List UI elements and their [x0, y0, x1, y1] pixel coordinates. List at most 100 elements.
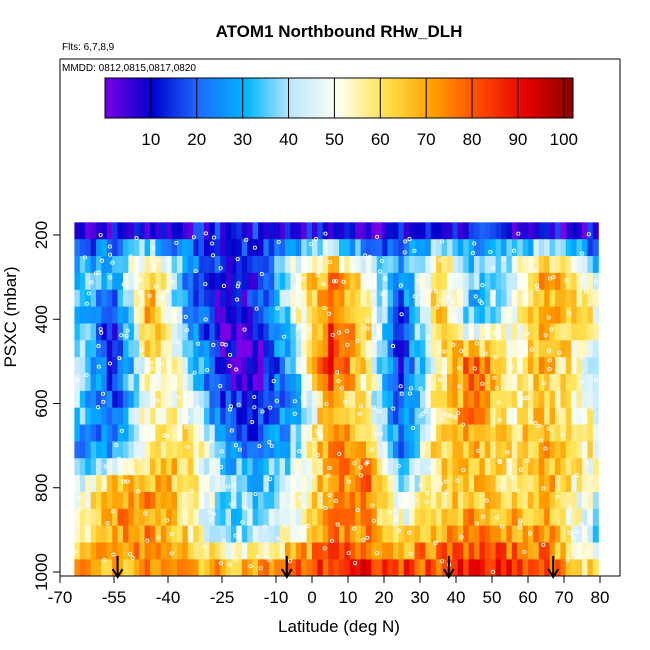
heatmap-cell	[592, 475, 599, 493]
heatmap-cell	[490, 559, 497, 576]
sample-marker	[490, 423, 495, 428]
x-tick-label: -10	[264, 588, 289, 607]
heatmap-cell	[501, 407, 507, 426]
heatmap-cell	[231, 491, 237, 510]
heatmap-cell	[409, 222, 416, 240]
heatmap-cell	[522, 491, 529, 510]
colorbar-tick-label: 80	[463, 130, 482, 149]
heatmap-cell	[409, 441, 416, 459]
heatmap-cell	[565, 272, 572, 291]
heatmap-cell	[258, 390, 264, 409]
heatmap-cell	[468, 239, 475, 257]
heatmap-cell	[387, 323, 394, 341]
heatmap-cell	[533, 272, 540, 291]
heatmap-cell	[182, 272, 189, 291]
heatmap-cell	[317, 357, 324, 375]
heatmap-cell	[479, 272, 486, 291]
heatmap-cell	[333, 239, 340, 257]
heatmap-cell	[457, 289, 464, 308]
heatmap-cell	[171, 390, 178, 409]
sample-marker	[412, 248, 417, 253]
heatmap-cell	[317, 256, 324, 274]
heatmap-cell	[463, 256, 470, 274]
heatmap-cell	[182, 357, 189, 375]
heatmap-cell	[544, 475, 551, 493]
heatmap-cell	[587, 424, 594, 443]
heatmap-cell	[268, 289, 275, 308]
sample-marker	[260, 409, 265, 414]
heatmap-cell	[160, 222, 167, 240]
sample-marker	[134, 235, 139, 240]
heatmap-cell	[90, 222, 97, 240]
heatmap-cell	[279, 306, 286, 325]
heatmap-cell	[204, 441, 210, 459]
heatmap-cell	[285, 542, 291, 560]
heatmap-cell	[403, 559, 410, 576]
heatmap-cell	[150, 475, 156, 493]
heatmap-cell	[376, 289, 383, 308]
heatmap-cell	[436, 559, 443, 576]
heatmap-cell	[144, 559, 151, 576]
sample-marker	[444, 489, 449, 495]
sample-marker	[211, 342, 216, 348]
heatmap-cell	[198, 407, 205, 426]
sample-marker	[418, 414, 423, 419]
heatmap-cell	[538, 390, 545, 409]
heatmap-cell	[484, 306, 491, 325]
heatmap-cell	[387, 441, 394, 459]
heatmap-cell	[274, 491, 281, 510]
heatmap-cell	[263, 272, 270, 291]
heatmap-cell	[123, 407, 129, 426]
heatmap-cell	[425, 222, 432, 240]
heatmap-cell	[301, 542, 308, 560]
heatmap-cell	[139, 306, 146, 325]
heatmap-cell	[555, 458, 561, 476]
heatmap-cell	[436, 441, 443, 459]
heatmap-cell	[484, 458, 491, 476]
heatmap-cell	[279, 340, 286, 358]
sample-marker	[173, 312, 178, 318]
heatmap-cell	[425, 458, 432, 476]
heatmap-cell	[144, 458, 151, 476]
sample-marker	[334, 499, 339, 504]
heatmap-cell	[258, 407, 264, 426]
heatmap-cell	[182, 239, 189, 257]
heatmap-cell	[328, 458, 335, 476]
heatmap-cell	[371, 239, 378, 257]
heatmap-cell	[214, 424, 221, 443]
heatmap-cell	[393, 525, 399, 544]
heatmap-cell	[285, 458, 291, 476]
sample-marker	[131, 471, 136, 476]
sample-marker	[102, 557, 107, 563]
sample-marker	[315, 272, 320, 278]
heatmap-cell	[258, 256, 264, 274]
heatmap-cell	[538, 323, 545, 341]
heatmap-cell	[592, 323, 599, 341]
heatmap-cell	[306, 256, 313, 274]
colorbar-tick-label: 30	[233, 130, 252, 149]
sample-marker	[108, 275, 113, 280]
heatmap-cell	[463, 491, 470, 510]
heatmap-cell	[258, 458, 264, 476]
heatmap-cell	[268, 508, 275, 527]
heatmap-cell	[247, 357, 254, 375]
heatmap-cell	[306, 559, 313, 576]
sample-marker	[237, 447, 242, 452]
heatmap-cell	[441, 559, 448, 576]
heatmap-cell	[457, 441, 464, 459]
heatmap-cell	[571, 374, 578, 392]
sample-marker	[522, 258, 527, 263]
heatmap-cell	[144, 475, 151, 493]
heatmap-cell	[220, 256, 227, 274]
heatmap-cell	[420, 407, 426, 426]
heatmap-cell	[538, 306, 545, 325]
heatmap-cell	[285, 289, 291, 308]
heatmap-cell	[139, 239, 146, 257]
heatmap-cell	[517, 458, 524, 476]
heatmap-cell	[592, 390, 599, 409]
heatmap-cell	[387, 559, 394, 576]
heatmap-cell	[490, 424, 497, 443]
heatmap-cell	[533, 357, 540, 375]
heatmap-cell	[90, 256, 97, 274]
heatmap-cell	[430, 357, 437, 375]
